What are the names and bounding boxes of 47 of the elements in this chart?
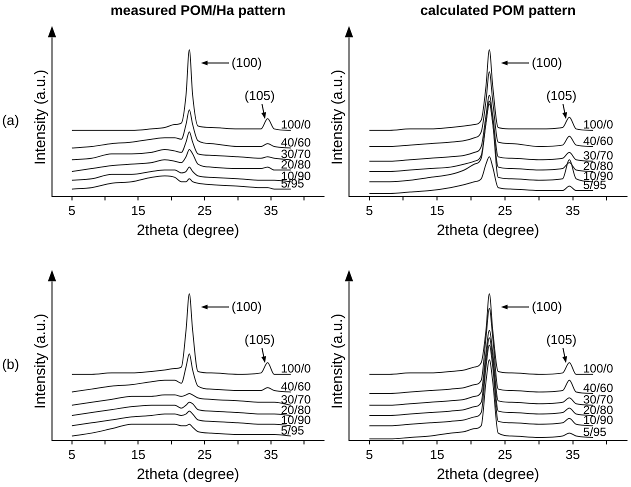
x-tick-label: 5 <box>68 202 76 218</box>
x-axis-title: 2theta (degree) <box>136 222 240 240</box>
x-axis-title: 2theta (degree) <box>436 466 540 484</box>
y-axis-title: Intensity (a.u.) <box>329 314 346 409</box>
series-label: 100/0 <box>583 362 614 376</box>
x-axis-title: 2theta (degree) <box>436 222 540 240</box>
x-tick-label: 35 <box>264 202 278 218</box>
x-tick-label: 25 <box>197 202 212 218</box>
series-label: 20/80 <box>280 157 312 172</box>
annotation: (100) <box>532 54 562 70</box>
x-tick-label: 15 <box>430 202 444 218</box>
series-label: 100/0 <box>280 118 312 132</box>
series-label: 10/90 <box>583 413 614 428</box>
annotation: (105) <box>546 88 577 103</box>
x-tick-label: 25 <box>197 446 212 462</box>
x-tick-label: 15 <box>430 446 444 462</box>
annotation: (100) <box>232 54 262 70</box>
x-tick-label: 25 <box>498 202 512 218</box>
chart-title: measured POM/Ha pattern <box>109 2 287 20</box>
annotation: (100) <box>232 298 262 314</box>
text: (b) <box>2 356 20 372</box>
x-axis-title: 2theta (degree) <box>136 466 240 484</box>
annotation: (105) <box>244 88 275 103</box>
text: (a) <box>2 112 20 128</box>
series-label: 5/95 <box>583 424 607 439</box>
x-tick-label: 5 <box>366 446 373 462</box>
x-tick-label: 5 <box>366 202 373 218</box>
annotation: (105) <box>546 332 577 347</box>
annotation: (105) <box>244 332 275 347</box>
annotation: (100) <box>532 298 562 314</box>
y-axis-title: Intensity (a.u.) <box>329 70 346 165</box>
series-label: 40/60 <box>583 134 614 148</box>
series-label: 40/60 <box>280 379 312 394</box>
x-tick-label: 15 <box>131 446 146 462</box>
x-tick-label: 35 <box>566 446 580 462</box>
x-tick-label: 25 <box>498 446 512 462</box>
series-label: 100/0 <box>280 362 312 376</box>
y-axis-title: Intensity (a.u.) <box>32 314 50 409</box>
series-label: 40/60 <box>280 135 312 150</box>
series-label: 100/0 <box>583 118 614 132</box>
x-tick-label: 5 <box>68 446 76 462</box>
x-tick-label: 35 <box>264 446 278 462</box>
x-tick-label: 15 <box>131 202 146 218</box>
x-tick-label: 35 <box>566 202 580 218</box>
series-label: 40/60 <box>583 380 614 395</box>
chart-title: calculated POM pattern <box>419 2 577 20</box>
y-axis-title: Intensity (a.u.) <box>32 70 50 165</box>
